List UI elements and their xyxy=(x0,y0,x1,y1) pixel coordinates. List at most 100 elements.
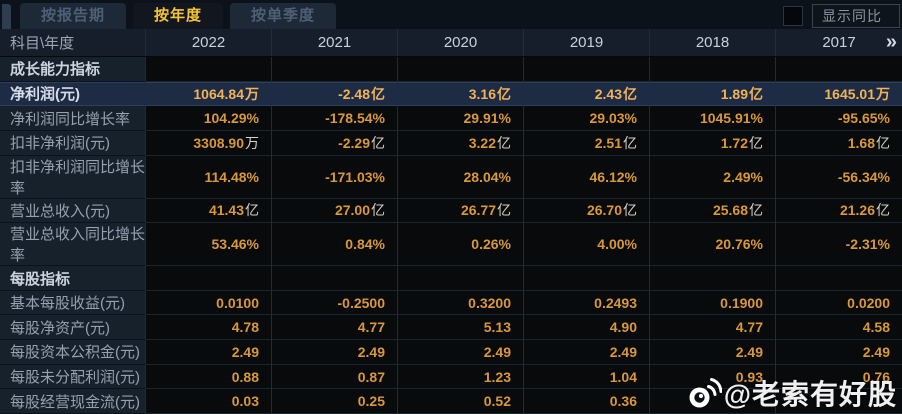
value-cell xyxy=(398,266,524,291)
value-cell: 2.51 亿 xyxy=(524,130,650,156)
value-cell: 2.49 xyxy=(524,340,650,365)
value-cell: 0.1900 xyxy=(650,290,776,316)
value-cell: -178.54% xyxy=(272,106,398,131)
value-cell xyxy=(650,266,776,291)
row-label: 每股经营现金流(元) xyxy=(0,389,146,414)
row-label: 每股未分配利润(元) xyxy=(0,364,146,390)
row-label: 每股指标 xyxy=(0,266,146,291)
value-cell xyxy=(146,266,272,291)
value-cell: 0.3200 xyxy=(398,290,524,316)
value-cell: 4.00% xyxy=(524,223,650,267)
value-cell: 0.52 xyxy=(398,389,524,414)
value-cell: 0.2493 xyxy=(524,290,650,316)
value-unit: 亿 xyxy=(623,202,637,219)
value-cell: 3308.90 万 xyxy=(146,130,272,156)
value-cell xyxy=(524,266,650,291)
value-cell: 2.49 xyxy=(398,340,524,365)
value-cell: 3.16 亿 xyxy=(398,81,524,107)
value-unit: 亿 xyxy=(623,85,637,102)
value-cell: -2.48 亿 xyxy=(272,81,398,107)
value-unit: 亿 xyxy=(371,85,385,102)
value-cell xyxy=(650,389,776,414)
value-cell: 0.84% xyxy=(272,223,398,267)
table-row: 净利润同比增长率 104.29% -178.54% 29.91% 29.03% 1045.… xyxy=(0,106,902,131)
value-cell: 26.77 亿 xyxy=(398,198,524,224)
table-row: 每股经营现金流(元) 0.03 0.25 0.52 0.36 xyxy=(0,389,902,414)
column-header-2019: 2019 xyxy=(524,29,650,56)
value-unit: 万 xyxy=(245,85,259,102)
table-row: 每股资本公积金(元) 2.49 2.49 2.49 2.49 2.49 2.49 xyxy=(0,340,902,365)
table-row: 营业总收入(元) 41.43 亿 27.00 亿 26.77 亿 26.70 亿 25.68 亿 21… xyxy=(0,198,902,224)
section-row: 成长能力指标 xyxy=(0,57,902,82)
value-cell: 1.89 亿 xyxy=(650,81,776,107)
tab-report-period[interactable]: 按报告期 xyxy=(20,3,127,29)
value-unit: 亿 xyxy=(876,134,890,151)
value-cell: 25.68 亿 xyxy=(650,198,776,224)
value-cell: 0.0100 xyxy=(146,290,272,316)
value-unit: 万 xyxy=(245,134,259,151)
value-cell: 0.76 xyxy=(776,364,902,390)
value-cell: 0.88 xyxy=(146,364,272,390)
financial-table-body: 成长能力指标 净利润(元) 1064.84 万 -2.48 亿 3.16 亿 2.43 亿 1.89… xyxy=(0,57,902,414)
value-cell: 41.43 亿 xyxy=(146,198,272,224)
more-years-icon[interactable]: » xyxy=(885,30,897,53)
value-cell: 2.49 xyxy=(650,340,776,365)
value-cell xyxy=(398,57,524,82)
value-unit: 亿 xyxy=(749,202,763,219)
row-label: 净利润同比增长率 xyxy=(0,106,146,131)
value-cell xyxy=(650,57,776,82)
value-unit: 亿 xyxy=(497,134,511,151)
value-cell: 28.04% xyxy=(398,155,524,199)
column-header-2022: 2022 xyxy=(146,29,272,56)
value-cell: 4.77 xyxy=(272,315,398,341)
value-cell: 26.70 亿 xyxy=(524,198,650,224)
column-header-label: 2017 xyxy=(822,34,856,51)
row-label: 每股净资产(元) xyxy=(0,315,146,341)
value-cell: 104.29% xyxy=(146,106,272,131)
value-cell: 1.72 亿 xyxy=(650,130,776,156)
table-row: 每股未分配利润(元) 0.88 0.87 1.23 1.04 0.93 0.76 xyxy=(0,364,902,390)
column-header-2018: 2018 xyxy=(650,29,776,56)
value-cell: 2.43 亿 xyxy=(524,81,650,107)
value-cell: 53.46% xyxy=(146,223,272,267)
value-cell: 0.87 xyxy=(272,364,398,390)
value-cell: 1.68 亿 xyxy=(776,130,902,156)
value-cell: 114.48% xyxy=(146,155,272,199)
value-cell: 20.76% xyxy=(650,223,776,267)
tab-by-quarter[interactable]: 按单季度 xyxy=(230,3,337,29)
tab-by-year[interactable]: 按年度 xyxy=(133,3,224,29)
value-unit: 亿 xyxy=(371,134,385,151)
row-label: 净利润(元) xyxy=(0,81,146,107)
value-cell: 0.26% xyxy=(398,223,524,267)
value-cell: 2.49 xyxy=(272,340,398,365)
value-cell: -171.03% xyxy=(272,155,398,199)
tab-bar-left-edge xyxy=(2,4,11,29)
financial-table: 科目\年度 2022 2021 2020 2019 2018 2017 » 成长… xyxy=(0,29,902,414)
yoy-controls: 显示同比 xyxy=(783,4,900,28)
row-label: 基本每股收益(元) xyxy=(0,290,146,316)
value-cell xyxy=(524,57,650,82)
value-cell: -2.29 亿 xyxy=(272,130,398,156)
column-header-2017: 2017 » xyxy=(776,29,902,56)
value-cell: 29.03% xyxy=(524,106,650,131)
value-cell xyxy=(776,266,902,291)
table-header-row: 科目\年度 2022 2021 2020 2019 2018 2017 » xyxy=(0,29,902,57)
column-header-2020: 2020 xyxy=(398,29,524,56)
value-cell: 2.49 xyxy=(146,340,272,365)
value-cell: 1064.84 万 xyxy=(146,81,272,107)
value-unit: 亿 xyxy=(245,202,259,219)
value-cell xyxy=(776,57,902,82)
row-label: 营业总收入同比增长率 xyxy=(0,223,146,267)
row-label: 扣非净利润同比增长率 xyxy=(0,155,146,199)
value-cell: 0.93 xyxy=(650,364,776,390)
corner-header: 科目\年度 xyxy=(0,29,146,56)
value-unit: 亿 xyxy=(497,85,511,102)
value-cell: 0.36 xyxy=(524,389,650,414)
yoy-checkbox[interactable] xyxy=(783,6,803,26)
value-cell: 5.13 xyxy=(398,315,524,341)
show-yoy-button[interactable]: 显示同比 xyxy=(812,4,900,28)
value-cell: 0.25 xyxy=(272,389,398,414)
period-tab-bar: 按报告期 按年度 按单季度 显示同比 xyxy=(0,0,902,29)
value-unit: 亿 xyxy=(623,134,637,151)
